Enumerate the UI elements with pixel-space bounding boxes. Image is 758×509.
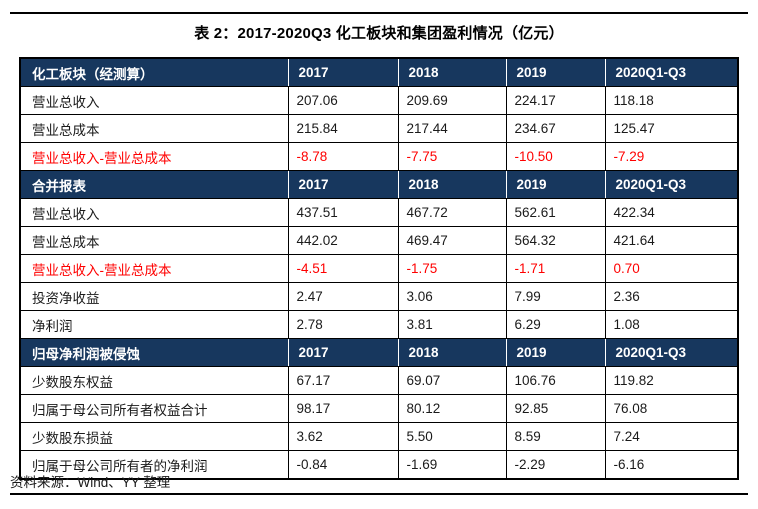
cell-value: 437.51: [287, 198, 399, 227]
cell-value: 421.64: [604, 226, 739, 255]
cell-value: 69.07: [397, 366, 507, 395]
cell-value: 98.17: [287, 394, 399, 423]
cell-value: 442.02: [287, 226, 399, 255]
year-column-header: 2018: [397, 57, 507, 87]
cell-value: 562.61: [505, 198, 606, 227]
cell-value: 7.24: [604, 422, 739, 451]
cell-value: -7.29: [604, 142, 739, 171]
cell-value: 564.32: [505, 226, 606, 255]
cell-value: 3.06: [397, 282, 507, 311]
cell-value: 92.85: [505, 394, 606, 423]
cell-value: -1.71: [505, 254, 606, 283]
table-row: 归属于母公司所有者权益合计 98.17 80.12 92.85 76.08: [19, 394, 739, 423]
cell-value: 2.47: [287, 282, 399, 311]
cell-value: 0.70: [604, 254, 739, 283]
cell-value: 2.36: [604, 282, 739, 311]
year-column-header: 2018: [397, 170, 507, 199]
row-label: 营业总收入-营业总成本: [19, 142, 289, 171]
row-label: 净利润: [19, 310, 289, 339]
table-row: 投资净收益 2.47 3.06 7.99 2.36: [19, 282, 739, 311]
table-row: 营业总成本 215.84 217.44 234.67 125.47: [19, 114, 739, 143]
row-label: 少数股东损益: [19, 422, 289, 451]
cell-value: 80.12: [397, 394, 507, 423]
year-column-header: 2019: [505, 57, 606, 87]
bottom-rule: [10, 493, 748, 495]
table-row: 营业总收入 207.06 209.69 224.17 118.18: [19, 86, 739, 115]
cell-value: 1.08: [604, 310, 739, 339]
table-row: 少数股东权益 67.17 69.07 106.76 119.82: [19, 366, 739, 395]
cell-value: 234.67: [505, 114, 606, 143]
row-label: 归属于母公司所有者的净利润: [19, 450, 289, 480]
cell-value: -4.51: [287, 254, 399, 283]
row-label: 少数股东权益: [19, 366, 289, 395]
year-column-header: 2017: [287, 338, 399, 367]
year-column-header: 2017: [287, 57, 399, 87]
section-header-label: 合并报表: [19, 170, 289, 199]
profit-table-body: 化工板块（经测算） 2017 2018 2019 2020Q1-Q3 营业总收入 207.0…: [19, 57, 739, 480]
cell-value: -10.50: [505, 142, 606, 171]
table-title: 表 2：2017-2020Q3 化工板块和集团盈利情况（亿元）: [194, 25, 564, 42]
year-column-header: 2020Q1-Q3: [604, 338, 739, 367]
year-column-header: 2020Q1-Q3: [604, 170, 739, 199]
cell-value: 118.18: [604, 86, 739, 115]
table-row: 少数股东损益 3.62 5.50 8.59 7.24: [19, 422, 739, 451]
profit-table: 化工板块（经测算） 2017 2018 2019 2020Q1-Q3 营业总收入 207.0…: [19, 57, 739, 480]
row-label: 营业总收入: [19, 86, 289, 115]
year-column-header: 2019: [505, 170, 606, 199]
top-rule: [10, 12, 748, 14]
cell-value: 3.62: [287, 422, 399, 451]
cell-value: -2.29: [505, 450, 606, 480]
table-row: 归属于母公司所有者的净利润 -0.84 -1.69 -2.29 -6.16: [19, 450, 739, 480]
section-header-row: 归母净利润被侵蚀 2017 2018 2019 2020Q1-Q3: [19, 338, 739, 367]
section-header-label: 归母净利润被侵蚀: [19, 338, 289, 367]
cell-value: -7.75: [397, 142, 507, 171]
table-row: 营业总收入 437.51 467.72 562.61 422.34: [19, 198, 739, 227]
section-header-row: 化工板块（经测算） 2017 2018 2019 2020Q1-Q3: [19, 57, 739, 87]
cell-value: 209.69: [397, 86, 507, 115]
row-label: 投资净收益: [19, 282, 289, 311]
cell-value: -1.75: [397, 254, 507, 283]
table-row: 净利润 2.78 3.81 6.29 1.08: [19, 310, 739, 339]
cell-value: -8.78: [287, 142, 399, 171]
year-column-header: 2017: [287, 170, 399, 199]
cell-value: 217.44: [397, 114, 507, 143]
row-label: 营业总成本: [19, 226, 289, 255]
cell-value: 119.82: [604, 366, 739, 395]
cell-value: 8.59: [505, 422, 606, 451]
cell-value: -1.69: [397, 450, 507, 480]
section-header-row: 合并报表 2017 2018 2019 2020Q1-Q3: [19, 170, 739, 199]
source-note: 资料来源：Wind、YY 整理: [10, 475, 171, 490]
row-label: 归属于母公司所有者权益合计: [19, 394, 289, 423]
row-label: 营业总成本: [19, 114, 289, 143]
cell-value: 3.81: [397, 310, 507, 339]
cell-value: 76.08: [604, 394, 739, 423]
cell-value: 5.50: [397, 422, 507, 451]
cell-value: 467.72: [397, 198, 507, 227]
table-row: 营业总收入-营业总成本 -8.78 -7.75 -10.50 -7.29: [19, 142, 739, 171]
cell-value: 6.29: [505, 310, 606, 339]
cell-value: 207.06: [287, 86, 399, 115]
cell-value: -0.84: [287, 450, 399, 480]
cell-value: 215.84: [287, 114, 399, 143]
cell-value: 224.17: [505, 86, 606, 115]
cell-value: 469.47: [397, 226, 507, 255]
year-column-header: 2019: [505, 338, 606, 367]
cell-value: 2.78: [287, 310, 399, 339]
row-label: 营业总收入-营业总成本: [19, 254, 289, 283]
cell-value: 7.99: [505, 282, 606, 311]
section-header-label: 化工板块（经测算）: [19, 57, 289, 87]
table-row: 营业总收入-营业总成本 -4.51 -1.75 -1.71 0.70: [19, 254, 739, 283]
cell-value: 106.76: [505, 366, 606, 395]
cell-value: -6.16: [604, 450, 739, 480]
row-label: 营业总收入: [19, 198, 289, 227]
cell-value: 67.17: [287, 366, 399, 395]
cell-value: 422.34: [604, 198, 739, 227]
year-column-header: 2020Q1-Q3: [604, 57, 739, 87]
year-column-header: 2018: [397, 338, 507, 367]
table-row: 营业总成本 442.02 469.47 564.32 421.64: [19, 226, 739, 255]
cell-value: 125.47: [604, 114, 739, 143]
